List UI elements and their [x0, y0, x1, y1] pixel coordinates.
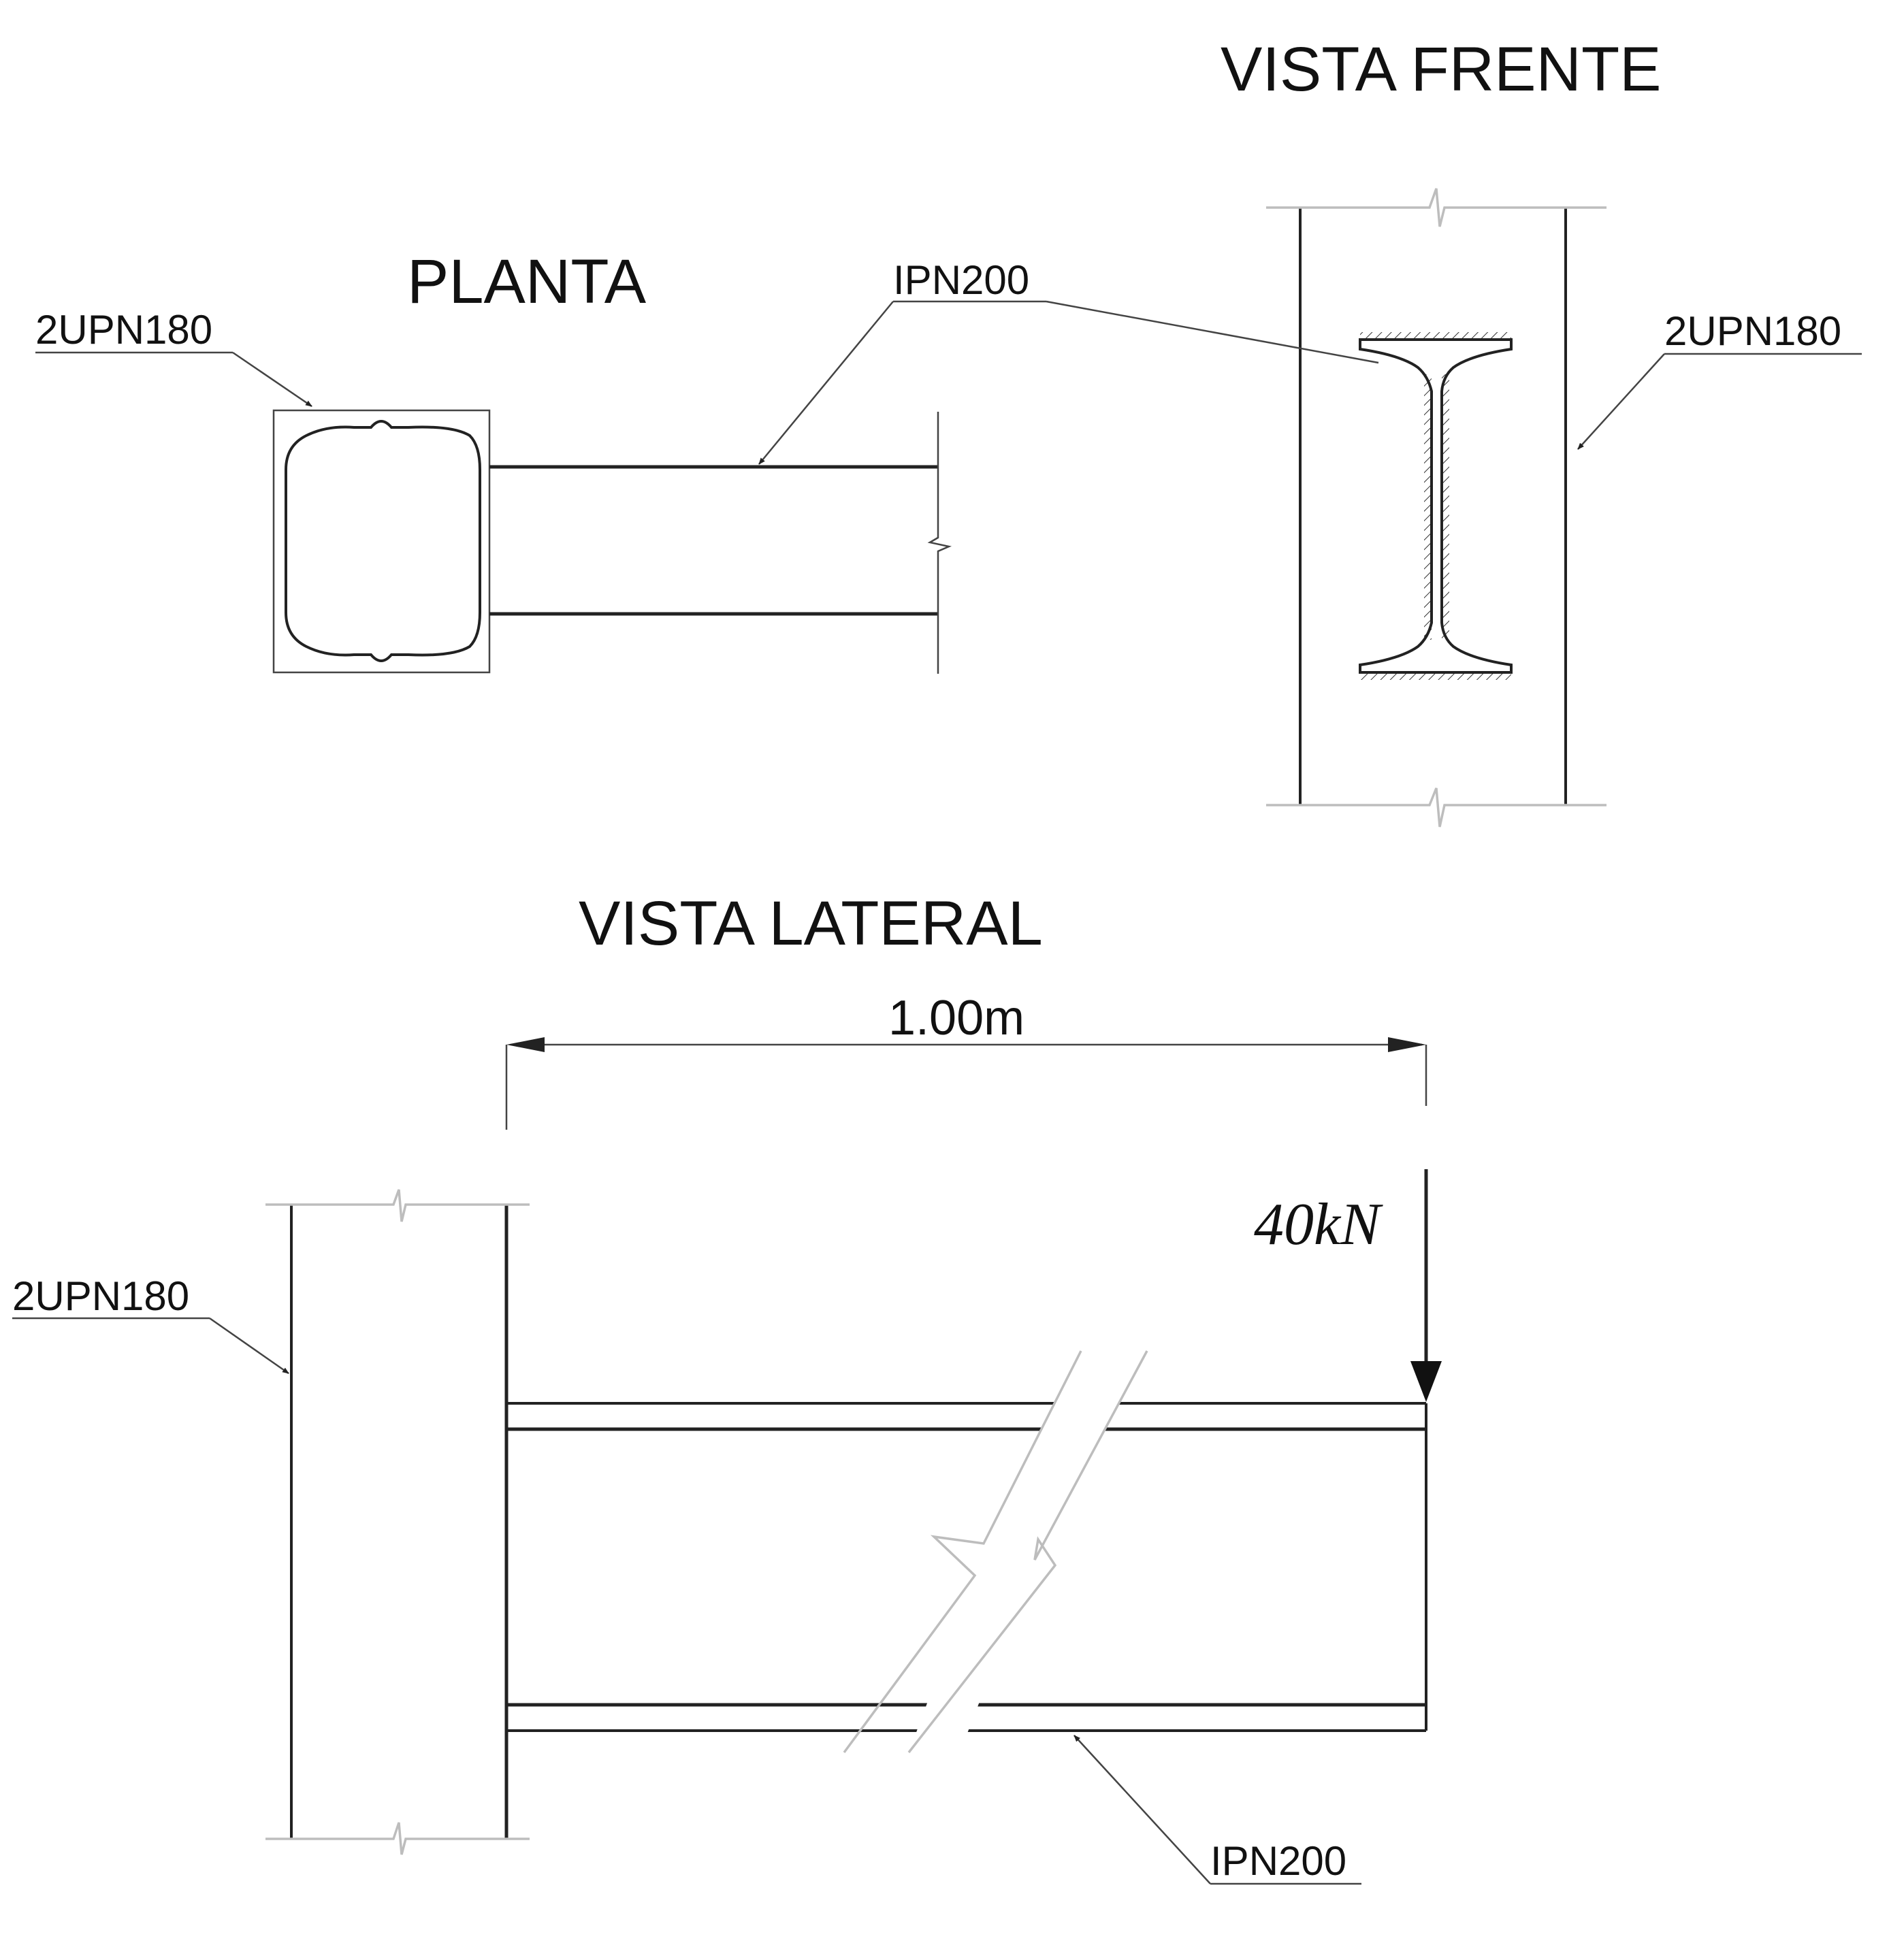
lateral-column-top-break — [265, 1189, 530, 1222]
frente-weld-web-left — [1424, 374, 1432, 640]
vista-frente-view: VISTA FRENTE 2UPN180 — [1046, 35, 1862, 828]
planta-column-label: 2UPN180 — [35, 307, 212, 353]
frente-weld-bottom-flange — [1360, 672, 1511, 680]
lateral-beam-break-mask — [909, 1351, 1147, 1752]
frente-column-label: 2UPN180 — [1664, 308, 1841, 354]
vista-frente-title: VISTA FRENTE — [1221, 35, 1662, 104]
lateral-dimension-arrow-left — [506, 1037, 545, 1052]
frente-bottom-break-line — [1266, 787, 1607, 828]
lateral-dimension-arrow-right — [1388, 1037, 1426, 1052]
frente-weld-web-right — [1442, 374, 1449, 640]
planta-column-leader — [232, 351, 312, 408]
planta-beam-label: IPN200 — [893, 257, 1029, 303]
frente-ipn200-section — [1359, 338, 1513, 674]
planta-beam-leader — [758, 301, 894, 465]
frente-beam-leader — [1046, 300, 1379, 364]
vista-lateral-view: VISTA LATERAL 1.00m 40kN 2UPN180 IPN200 — [12, 889, 1442, 1885]
lateral-dimension-text: 1.00m — [888, 991, 1024, 1045]
frente-top-break-line — [1266, 188, 1607, 227]
lateral-load-arrow-head — [1410, 1361, 1442, 1402]
frente-column-leader — [1577, 353, 1665, 450]
lateral-column-label: 2UPN180 — [12, 1273, 189, 1319]
planta-beam-break-line — [927, 412, 952, 674]
vista-lateral-title: VISTA LATERAL — [579, 889, 1043, 958]
lateral-beam-break-line-right — [907, 1350, 1148, 1754]
planta-column-section — [285, 420, 481, 662]
planta-column-outline — [272, 409, 491, 674]
lateral-load-label: 40kN — [1254, 1192, 1383, 1258]
planta-title: PLANTA — [407, 247, 647, 316]
lateral-beam-label: IPN200 — [1210, 1838, 1346, 1884]
lateral-column-leader — [209, 1317, 289, 1375]
lateral-beam-break-line-left — [843, 1350, 1082, 1754]
lateral-column-bottom-break — [265, 1822, 530, 1855]
frente-weld-top-flange — [1360, 332, 1511, 340]
lateral-beam-leader — [1073, 1735, 1211, 1884]
planta-view: PLANTA 2UPN180 IPN200 — [35, 247, 1046, 674]
